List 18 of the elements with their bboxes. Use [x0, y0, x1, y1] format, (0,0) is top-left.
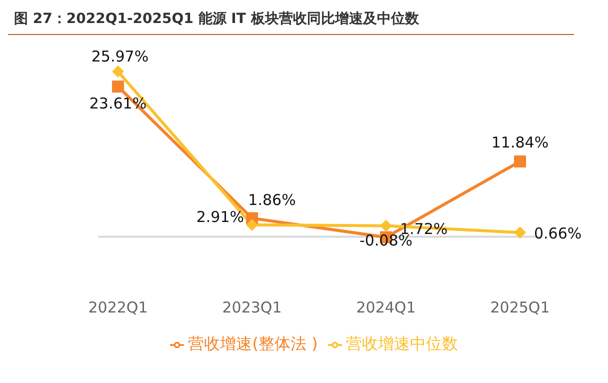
- legend-label: 营收增速中位数: [346, 334, 458, 353]
- x-tick-label: 2022Q1: [88, 298, 148, 317]
- data-label: 11.84%: [491, 133, 549, 152]
- legend-label: 营收增速(整体法 ): [188, 334, 318, 353]
- point: [112, 66, 124, 78]
- data-label: 1.86%: [248, 190, 296, 209]
- point: [112, 80, 124, 93]
- x-tick-label: 2024Q1: [356, 298, 416, 317]
- data-label: 0.66%: [534, 224, 582, 243]
- x-tick-label: 2023Q1: [222, 298, 282, 317]
- point: [246, 218, 258, 231]
- point: [514, 155, 526, 168]
- data-label: 2.91%: [196, 208, 244, 226]
- chart-title: 图 27：2022Q1-2025Q1 能源 IT 板块营收同比增速及中位数: [8, 8, 574, 35]
- point: [514, 226, 526, 239]
- x-tick-label: 2025Q1: [490, 298, 550, 317]
- point: [380, 220, 392, 232]
- data-label: 25.97%: [91, 48, 149, 66]
